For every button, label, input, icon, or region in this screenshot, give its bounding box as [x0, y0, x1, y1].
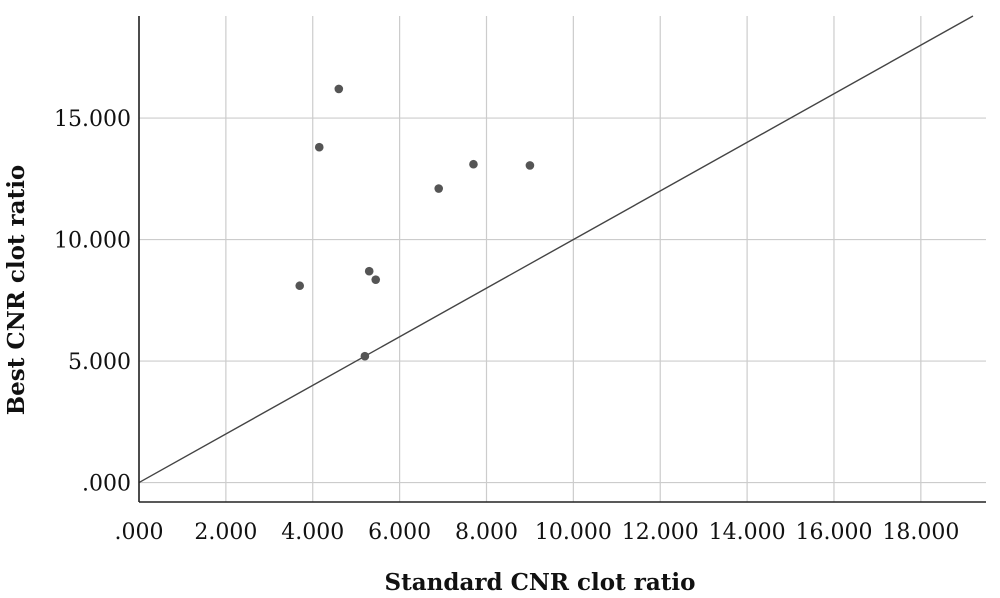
- y-tick-label: 10.000: [54, 229, 131, 254]
- y-tick-labels: .000 5.000 10.000 15.000: [54, 107, 131, 497]
- x-tick-label: 16.000: [795, 520, 872, 545]
- reference-line: [138, 15, 974, 484]
- x-tick-label: 18.000: [882, 520, 959, 545]
- x-tick-label: 10.000: [535, 520, 612, 545]
- axes: [138, 16, 986, 503]
- x-tick-label: 4.000: [281, 520, 344, 545]
- x-tick-label: 2.000: [194, 520, 257, 545]
- y-axis-title: Best CNR clot ratio: [3, 165, 30, 416]
- data-point: [364, 266, 374, 276]
- y-tick-label: .000: [82, 472, 131, 497]
- grid: [138, 16, 986, 502]
- data-point: [295, 281, 305, 291]
- data-point: [469, 159, 478, 169]
- x-tick-label: 6.000: [368, 520, 431, 545]
- x-tick-labels: .000 2.000 4.000 6.000 8.000 10.000 12.000 14.0…: [115, 520, 960, 545]
- x-tick-label: 8.000: [455, 520, 518, 545]
- x-axis-title: Standard CNR clot ratio: [385, 569, 696, 596]
- x-tick-label: .000: [115, 520, 164, 545]
- data-point: [334, 84, 344, 94]
- reference-line-group: [138, 15, 974, 484]
- y-tick-label: 5.000: [68, 350, 131, 375]
- data-point: [314, 142, 324, 152]
- x-tick-label: 14.000: [709, 520, 786, 545]
- x-tick-label: 12.000: [622, 520, 699, 545]
- data-point: [360, 351, 370, 361]
- y-tick-label: 15.000: [54, 107, 131, 132]
- data-point: [525, 161, 535, 170]
- data-point: [371, 275, 381, 284]
- data-point: [434, 184, 444, 193]
- data-points: [295, 84, 535, 361]
